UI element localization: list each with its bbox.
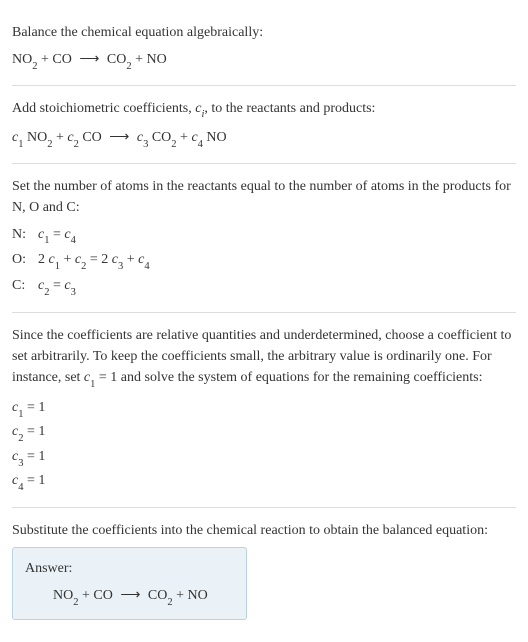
reactant-1: NO bbox=[12, 52, 32, 67]
section-title: Since the coefficients are relative quan… bbox=[12, 325, 516, 391]
ci-sub: i bbox=[201, 109, 204, 120]
c-sub: 2 bbox=[44, 287, 49, 298]
plus: + bbox=[132, 52, 147, 67]
coef: 2 bbox=[101, 252, 112, 267]
c-sub: 1 bbox=[55, 261, 60, 272]
c4-sub: 4 bbox=[198, 139, 203, 150]
plus: + bbox=[78, 588, 93, 603]
answer-box: Answer: NO2 + CO ⟶ CO2 + NO bbox=[12, 547, 247, 620]
c-sub: 1 bbox=[90, 379, 95, 390]
reactant-2: CO bbox=[93, 588, 112, 603]
section-balance-intro: Balance the chemical equation algebraica… bbox=[12, 10, 516, 86]
c-sub: 2 bbox=[81, 261, 86, 272]
c: c bbox=[49, 252, 55, 267]
val: = 1 bbox=[23, 424, 45, 439]
eq: = bbox=[49, 278, 64, 293]
reactant-1-sub: 2 bbox=[73, 597, 78, 608]
plus: + bbox=[123, 252, 138, 267]
c2: c bbox=[67, 130, 73, 145]
coeff-list: c1 = 1 c2 = 1 c3 = 1 c4 = 1 bbox=[12, 397, 516, 494]
arrow-icon: ⟶ bbox=[79, 49, 99, 70]
c-sub: 3 bbox=[71, 287, 76, 298]
section-atom-balance: Set the number of atoms in the reactants… bbox=[12, 164, 516, 314]
c-sub: 4 bbox=[18, 482, 23, 493]
plus: + bbox=[52, 130, 67, 145]
c-sub: 3 bbox=[18, 458, 23, 469]
title-part-b: and solve the system of equations for th… bbox=[117, 370, 482, 385]
section-title: Add stoichiometric coefficients, ci, to … bbox=[12, 98, 516, 122]
atom-row-o: O: 2 c1 + c2 = 2 c3 + c4 bbox=[12, 249, 516, 273]
product-1: CO bbox=[107, 52, 126, 67]
c1-sub: 1 bbox=[18, 139, 23, 150]
eq: = bbox=[86, 252, 101, 267]
atom-label: C: bbox=[12, 275, 38, 299]
section-coefficients: Add stoichiometric coefficients, ci, to … bbox=[12, 86, 516, 164]
equation-balanced: NO2 + CO ⟶ CO2 + NO bbox=[25, 585, 234, 609]
section-title: Balance the chemical equation algebraica… bbox=[12, 22, 516, 43]
p2: NO bbox=[203, 130, 227, 145]
c2-sub: 2 bbox=[74, 139, 79, 150]
atom-row-c: C: c2 = c3 bbox=[12, 275, 516, 299]
val: = 1 bbox=[23, 449, 45, 464]
section-title: Set the number of atoms in the reactants… bbox=[12, 176, 516, 218]
val: = 1 bbox=[95, 370, 117, 385]
c-sub: 2 bbox=[18, 433, 23, 444]
coeff-row: c1 = 1 bbox=[12, 397, 516, 421]
atom-label: N: bbox=[12, 224, 38, 248]
c: c bbox=[64, 227, 70, 242]
val: = 1 bbox=[23, 400, 45, 415]
val: = 1 bbox=[23, 473, 45, 488]
r2: CO bbox=[79, 130, 102, 145]
atom-label: O: bbox=[12, 249, 38, 273]
c-sub: 4 bbox=[71, 235, 76, 246]
product-2: NO bbox=[147, 52, 167, 67]
plus: + bbox=[177, 130, 192, 145]
plus: + bbox=[173, 588, 188, 603]
coeff-row: c2 = 1 bbox=[12, 421, 516, 445]
answer-label: Answer: bbox=[25, 558, 234, 579]
arrow-icon: ⟶ bbox=[109, 127, 129, 148]
c-sub: 1 bbox=[18, 409, 23, 420]
product-1-sub: 2 bbox=[126, 61, 131, 72]
atom-row-n: N: c1 = c4 bbox=[12, 224, 516, 248]
atom-eq: c2 = c3 bbox=[38, 275, 76, 299]
atom-equations: N: c1 = c4 O: 2 c1 + c2 = 2 c3 + c4 C: c… bbox=[12, 224, 516, 299]
plus: + bbox=[37, 52, 52, 67]
c-sub: 1 bbox=[44, 235, 49, 246]
c: c bbox=[64, 278, 70, 293]
coeff-row: c4 = 1 bbox=[12, 470, 516, 494]
c3-sub: 3 bbox=[143, 139, 148, 150]
section-solve: Since the coefficients are relative quan… bbox=[12, 313, 516, 508]
title-part-b: , to the reactants and products: bbox=[204, 101, 375, 116]
r1-sub: 2 bbox=[47, 139, 52, 150]
coeff-row: c3 = 1 bbox=[12, 446, 516, 470]
plus: + bbox=[60, 252, 75, 267]
c4: c bbox=[191, 130, 197, 145]
reactant-1: NO bbox=[53, 588, 73, 603]
product-2: NO bbox=[188, 588, 208, 603]
c-sub: 3 bbox=[118, 261, 123, 272]
eq: = bbox=[49, 227, 64, 242]
title-part-a: Add stoichiometric coefficients, bbox=[12, 101, 195, 116]
c-sub: 4 bbox=[144, 261, 149, 272]
equation-with-coeffs: c1 NO2 + c2 CO ⟶ c3 CO2 + c4 NO bbox=[12, 127, 516, 151]
atom-eq: 2 c1 + c2 = 2 c3 + c4 bbox=[38, 249, 150, 273]
arrow-icon: ⟶ bbox=[120, 585, 140, 606]
p1-sub: 2 bbox=[171, 139, 176, 150]
p1: CO bbox=[148, 130, 171, 145]
product-1-sub: 2 bbox=[167, 597, 172, 608]
reactant-1-sub: 2 bbox=[32, 61, 37, 72]
section-answer: Substitute the coefficients into the che… bbox=[12, 508, 516, 632]
equation-unbalanced: NO2 + CO ⟶ CO2 + NO bbox=[12, 49, 516, 73]
product-1: CO bbox=[148, 588, 167, 603]
section-title: Substitute the coefficients into the che… bbox=[12, 520, 516, 541]
atom-eq: c1 = c4 bbox=[38, 224, 76, 248]
coef: 2 bbox=[38, 252, 49, 267]
reactant-2: CO bbox=[52, 52, 71, 67]
r1: NO bbox=[23, 130, 47, 145]
